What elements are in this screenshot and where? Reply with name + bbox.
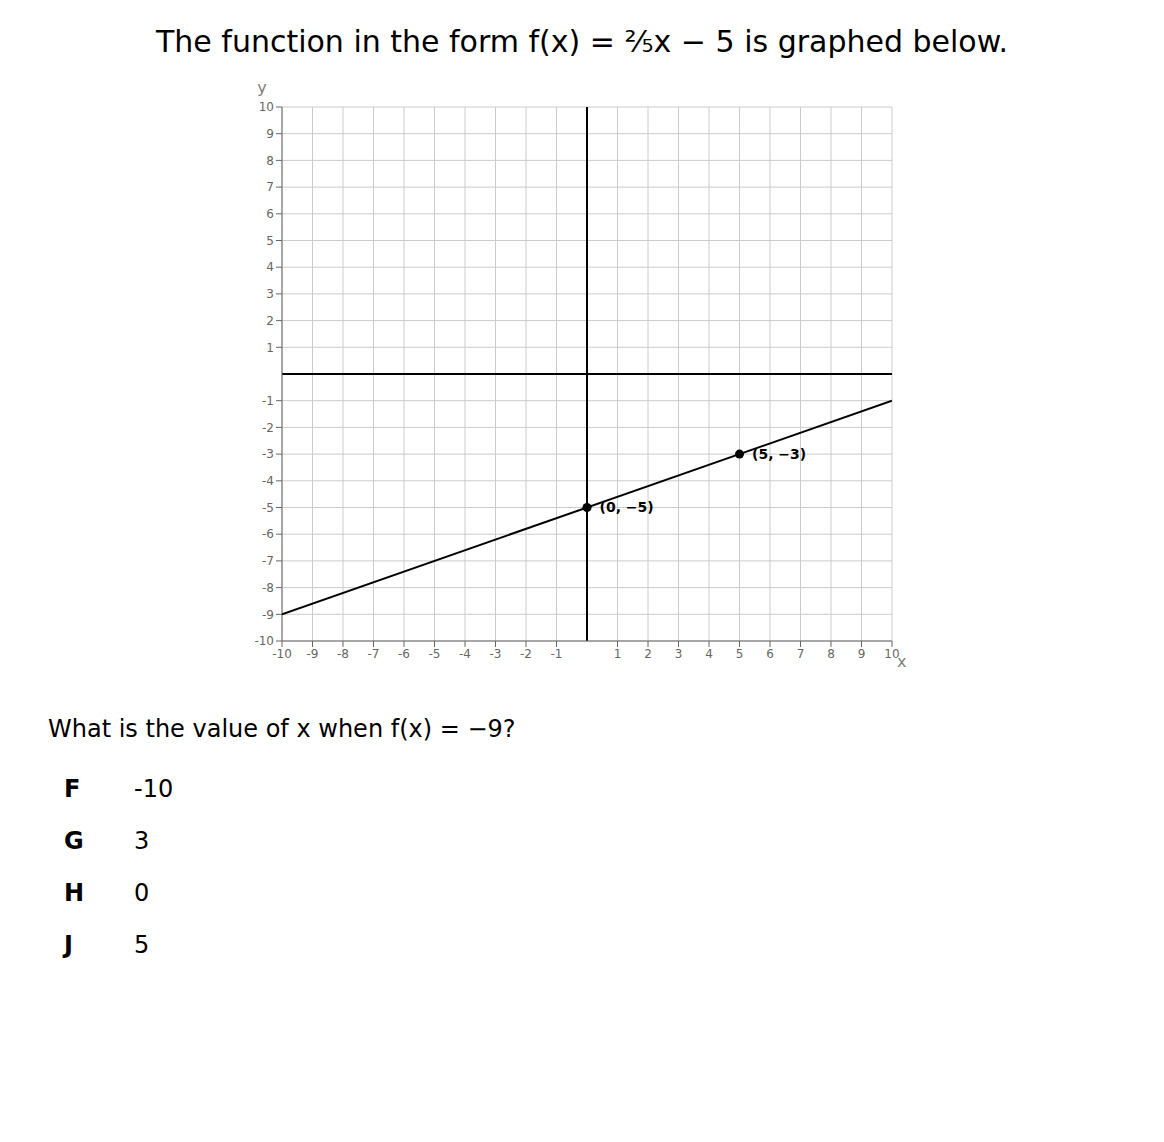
svg-text:y: y: [257, 78, 266, 97]
svg-text:-3: -3: [262, 447, 274, 461]
svg-text:-3: -3: [490, 647, 502, 661]
html-text:The function in the form f(x): The function in the form f(x) = ⅖x − 5 i…: [156, 24, 1008, 59]
svg-text:-7: -7: [262, 554, 274, 568]
svg-text:-8: -8: [337, 647, 349, 661]
svg-text:10: 10: [884, 646, 900, 661]
svg-text:6: 6: [766, 647, 774, 661]
svg-text:-9: -9: [307, 647, 319, 661]
html-text:-10: -10: [134, 775, 174, 803]
svg-text:-1: -1: [262, 394, 274, 408]
svg-text:-7: -7: [368, 647, 380, 661]
svg-text:2: 2: [644, 647, 652, 661]
svg-text:x: x: [897, 652, 906, 671]
svg-text:-2: -2: [520, 647, 532, 661]
svg-text:8: 8: [266, 154, 274, 168]
html-text:What is the value of x when f(: What is the value of x when f(x) = −9?: [48, 715, 516, 743]
html-text:H: H: [64, 879, 85, 907]
svg-text:5: 5: [266, 234, 274, 248]
svg-text:2: 2: [266, 314, 274, 328]
html-text:0: 0: [134, 879, 150, 907]
svg-text:5: 5: [736, 647, 744, 661]
html-text:G: G: [64, 827, 84, 855]
svg-text:4: 4: [266, 260, 274, 274]
svg-text:-5: -5: [429, 647, 441, 661]
html-text:3: 3: [134, 827, 150, 855]
svg-text:-4: -4: [262, 474, 274, 488]
svg-text:(0, −5): (0, −5): [600, 499, 654, 515]
svg-text:7: 7: [266, 180, 274, 194]
svg-text:-2: -2: [262, 421, 274, 435]
svg-text:9: 9: [266, 127, 274, 141]
svg-text:-5: -5: [262, 501, 274, 515]
svg-text:8: 8: [827, 647, 835, 661]
svg-text:1: 1: [266, 341, 274, 355]
svg-text:-6: -6: [398, 647, 410, 661]
html-text:J: J: [64, 931, 73, 959]
html-text:5: 5: [134, 931, 150, 959]
svg-text:-10: -10: [272, 647, 292, 661]
svg-text:-6: -6: [262, 527, 274, 541]
svg-text:6: 6: [266, 207, 274, 221]
svg-text:3: 3: [675, 647, 683, 661]
svg-text:1: 1: [614, 647, 622, 661]
svg-text:-1: -1: [551, 647, 563, 661]
svg-text:(5, −3): (5, −3): [752, 446, 806, 462]
svg-text:-8: -8: [262, 581, 274, 595]
svg-text:-10: -10: [254, 634, 274, 648]
svg-text:10: 10: [259, 100, 274, 114]
svg-text:-4: -4: [459, 647, 471, 661]
html-text:F: F: [64, 775, 81, 803]
svg-text:-9: -9: [262, 608, 274, 622]
svg-text:4: 4: [705, 647, 713, 661]
svg-text:3: 3: [266, 287, 274, 301]
svg-text:9: 9: [858, 647, 866, 661]
svg-text:7: 7: [797, 647, 805, 661]
